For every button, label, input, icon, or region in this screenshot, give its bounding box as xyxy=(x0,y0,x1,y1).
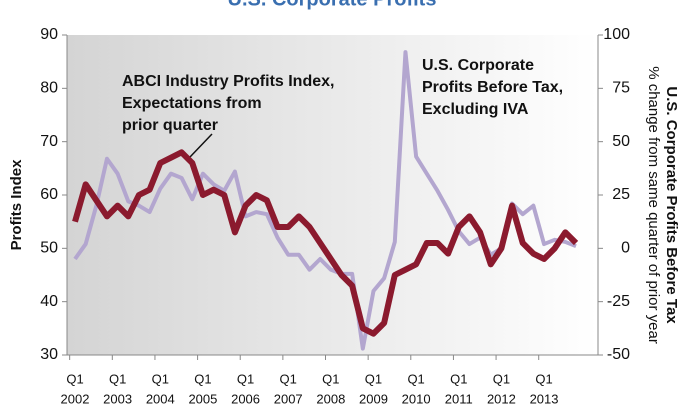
y2-tick-label: 100 xyxy=(603,26,630,43)
x-tick-label: 2007 xyxy=(274,391,303,406)
x-tick-label: Q1 xyxy=(237,371,254,386)
y2-tick-label: 75 xyxy=(612,80,630,97)
y2-axis-label: U.S. Corporate Profits Before Tax xyxy=(663,86,680,324)
y2-tick-label: -50 xyxy=(607,346,630,363)
x-tick-label: Q1 xyxy=(407,371,424,386)
y2-tick-label: -25 xyxy=(607,293,630,310)
annotation: U.S. Corporate xyxy=(422,57,534,74)
annotation: ABCI Industry Profits Index, xyxy=(122,73,334,90)
y2-axis-sublabel: % change from same quarter of prior year xyxy=(645,66,662,344)
x-tick-label: Q1 xyxy=(194,371,211,386)
x-tick-label: 2010 xyxy=(402,391,431,406)
annotation-pointer xyxy=(189,133,213,158)
x-tick-label: 2005 xyxy=(188,391,217,406)
x-tick-label: 2008 xyxy=(316,391,345,406)
annotation: prior quarter xyxy=(122,117,218,134)
x-tick-label: Q1 xyxy=(280,371,297,386)
x-tick-label: 2012 xyxy=(487,391,516,406)
y-tick-label: 90 xyxy=(40,26,58,43)
series-line xyxy=(73,50,577,351)
x-tick-label: Q1 xyxy=(450,371,467,386)
x-tick-label: 2004 xyxy=(146,391,175,406)
y-tick-label: 40 xyxy=(40,293,58,310)
x-tick-label: Q1 xyxy=(365,371,382,386)
x-tick-label: 2013 xyxy=(530,391,559,406)
x-tick-label: 2003 xyxy=(103,391,132,406)
y-axis-label: Profits Index xyxy=(8,159,25,251)
x-tick-label: Q1 xyxy=(152,371,169,386)
annotation: Excluding IVA xyxy=(422,101,529,118)
annotation: Profits Before Tax, xyxy=(422,79,563,96)
y2-tick-label: 0 xyxy=(621,240,630,257)
x-tick-label: 2002 xyxy=(61,391,90,406)
x-tick-label: Q1 xyxy=(535,371,552,386)
y2-tick-label: 25 xyxy=(612,186,630,203)
annotation: Expectations from xyxy=(122,95,262,112)
y-tick-label: 70 xyxy=(40,133,58,150)
y2-tick-label: 50 xyxy=(612,133,630,150)
x-tick-label: 2009 xyxy=(359,391,388,406)
y-tick-label: 80 xyxy=(40,80,58,97)
y-tick-label: 60 xyxy=(40,186,58,203)
chart-title: U.S. Corporate Profits xyxy=(228,0,437,10)
x-tick-label: 2006 xyxy=(231,391,260,406)
x-tick-label: Q1 xyxy=(322,371,339,386)
x-tick-label: Q1 xyxy=(66,371,83,386)
y-tick-label: 50 xyxy=(40,240,58,257)
x-tick-label: 2011 xyxy=(445,391,473,406)
series-line xyxy=(72,149,579,337)
y-tick-label: 30 xyxy=(40,346,58,363)
x-tick-label: Q1 xyxy=(109,371,126,386)
x-tick-label: Q1 xyxy=(493,371,510,386)
